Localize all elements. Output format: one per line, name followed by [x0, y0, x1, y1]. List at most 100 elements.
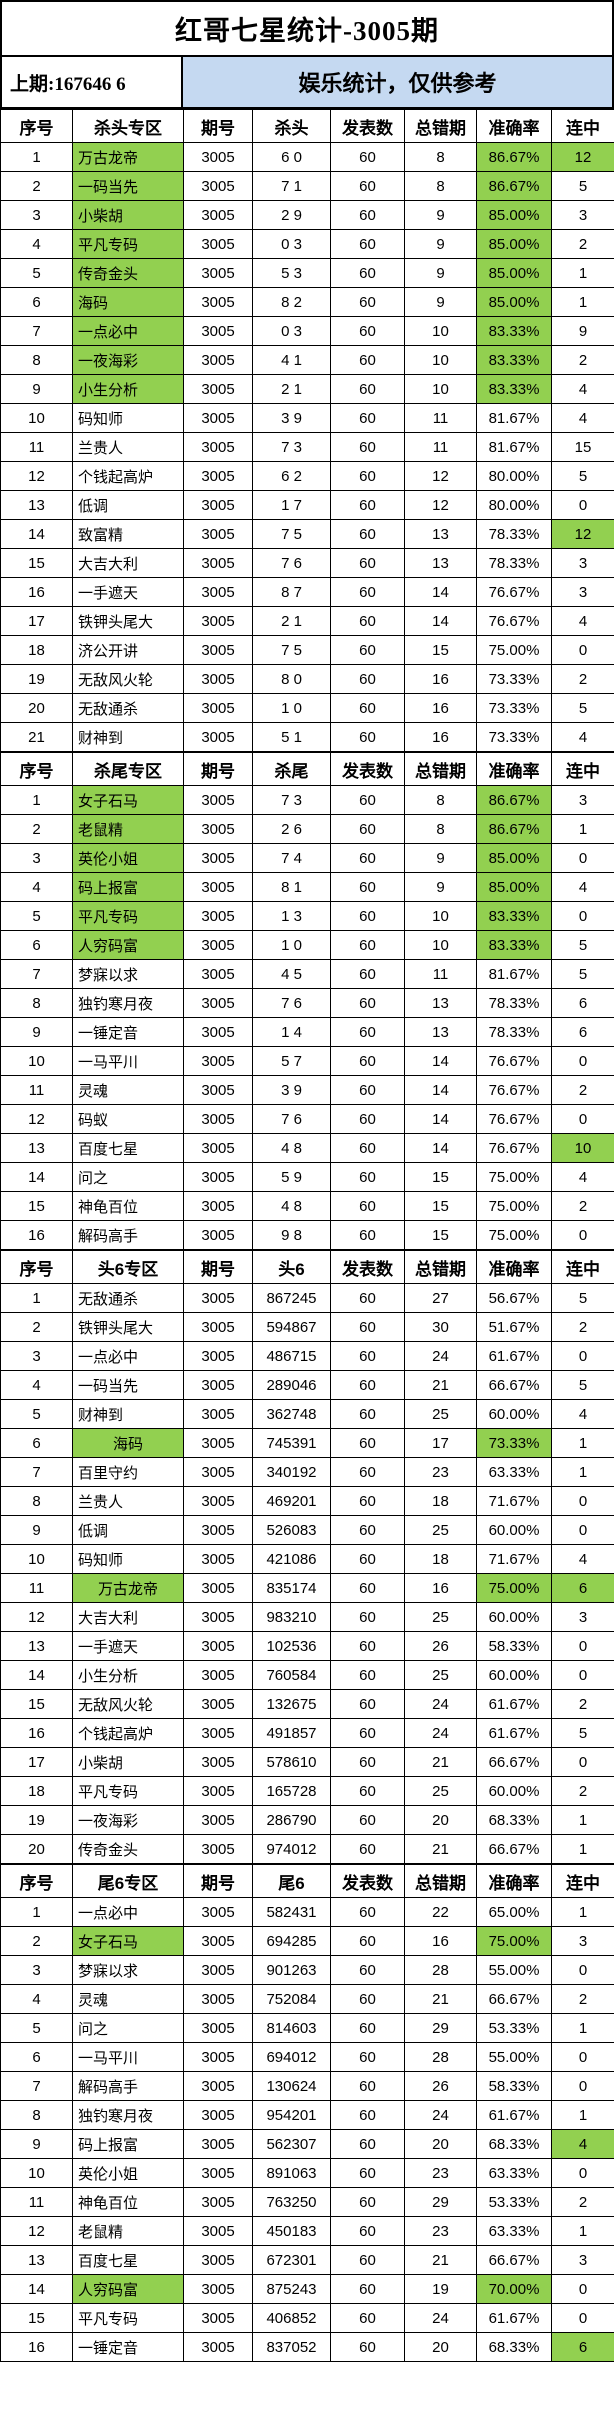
total-wrong-count: 24 [404, 1718, 477, 1748]
table-row: 15 无敌风火轮 3005 132675 60 24 61.67% 2 [0, 1689, 614, 1719]
streak-count: 4 [551, 1544, 614, 1574]
total-wrong-count: 28 [404, 1955, 477, 1985]
issue-number: 3005 [183, 1428, 253, 1458]
published-count: 60 [330, 490, 405, 520]
accuracy-rate: 53.33% [476, 2187, 552, 2217]
table-row: 11 兰贵人 3005 7 3 60 11 81.67% 15 [0, 432, 614, 462]
table-row: 10 英伦小姐 3005 891063 60 23 63.33% 0 [0, 2158, 614, 2188]
expert-name: 无敌风火轮 [72, 1689, 184, 1719]
prediction-value: 340192 [252, 1457, 331, 1487]
streak-count: 2 [551, 345, 614, 375]
table-row: 16 解码高手 3005 9 8 60 15 75.00% 0 [0, 1220, 614, 1250]
accuracy-rate: 81.67% [476, 403, 552, 433]
issue-number: 3005 [183, 258, 253, 288]
table-row: 11 灵魂 3005 3 9 60 14 76.67% 2 [0, 1075, 614, 1105]
column-header-5: 发表数 [330, 109, 405, 143]
accuracy-rate: 86.67% [476, 814, 552, 844]
row-number: 8 [0, 345, 73, 375]
streak-count: 5 [551, 930, 614, 960]
column-header-3: 期号 [183, 1864, 253, 1898]
expert-name: 人穷码富 [72, 2274, 184, 2304]
published-count: 60 [330, 2216, 405, 2246]
published-count: 60 [330, 461, 405, 491]
kill-head-table: 序号 杀头专区 期号 杀头 发表数 总错期 准确率 连中 1 万古龙帝 3005 6 0 60 8 86.… [0, 109, 614, 752]
table-row: 13 百度七星 3005 4 8 60 14 76.67% 10 [0, 1133, 614, 1163]
issue-number: 3005 [183, 1283, 253, 1313]
streak-count: 1 [551, 1897, 614, 1927]
accuracy-rate: 76.67% [476, 577, 552, 607]
table-row: 10 一马平川 3005 5 7 60 14 76.67% 0 [0, 1046, 614, 1076]
table-row: 10 码知师 3005 3 9 60 11 81.67% 4 [0, 403, 614, 433]
streak-count: 1 [551, 2100, 614, 2130]
published-count: 60 [330, 1220, 405, 1250]
table-row: 14 致富精 3005 7 5 60 13 78.33% 12 [0, 519, 614, 549]
published-count: 60 [330, 988, 405, 1018]
column-header-2: 杀头专区 [72, 109, 184, 143]
table-row: 7 百里守约 3005 340192 60 23 63.33% 1 [0, 1457, 614, 1487]
expert-name: 小生分析 [72, 374, 184, 404]
published-count: 60 [330, 1747, 405, 1777]
column-header-2: 头6专区 [72, 1250, 184, 1284]
expert-name: 解码高手 [72, 2071, 184, 2101]
accuracy-rate: 55.00% [476, 1955, 552, 1985]
total-wrong-count: 27 [404, 1283, 477, 1313]
streak-count: 3 [551, 1926, 614, 1956]
total-wrong-count: 21 [404, 2245, 477, 2275]
prediction-value: 8 1 [252, 872, 331, 902]
prediction-value: 450183 [252, 2216, 331, 2246]
issue-number: 3005 [183, 1075, 253, 1105]
issue-number: 3005 [183, 374, 253, 404]
issue-number: 3005 [183, 2013, 253, 2043]
total-wrong-count: 9 [404, 258, 477, 288]
column-header-4: 杀头 [252, 109, 331, 143]
issue-number: 3005 [183, 1573, 253, 1603]
prediction-value: 763250 [252, 2187, 331, 2217]
accuracy-rate: 76.67% [476, 606, 552, 636]
expert-name: 传奇金头 [72, 1834, 184, 1864]
prediction-value: 4 8 [252, 1191, 331, 1221]
published-count: 60 [330, 345, 405, 375]
row-number: 5 [0, 901, 73, 931]
prediction-value: 745391 [252, 1428, 331, 1458]
column-header-7: 准确率 [476, 1864, 552, 1898]
streak-count: 4 [551, 2129, 614, 2159]
accuracy-rate: 61.67% [476, 1718, 552, 1748]
published-count: 60 [330, 1631, 405, 1661]
row-number: 4 [0, 1370, 73, 1400]
table-row: 13 百度七星 3005 672301 60 21 66.67% 3 [0, 2245, 614, 2275]
expert-name: 一夜海彩 [72, 345, 184, 375]
total-wrong-count: 14 [404, 606, 477, 636]
expert-name: 码知师 [72, 403, 184, 433]
prediction-value: 752084 [252, 1984, 331, 2014]
prediction-value: 2 1 [252, 374, 331, 404]
issue-number: 3005 [183, 200, 253, 230]
expert-name: 梦寐以求 [72, 959, 184, 989]
prediction-value: 562307 [252, 2129, 331, 2159]
column-header-2: 杀尾专区 [72, 752, 184, 786]
table-row: 8 独钓寒月夜 3005 7 6 60 13 78.33% 6 [0, 988, 614, 1018]
issue-number: 3005 [183, 1370, 253, 1400]
streak-count: 0 [551, 1631, 614, 1661]
expert-name: 小柴胡 [72, 1747, 184, 1777]
accuracy-rate: 83.33% [476, 316, 552, 346]
expert-name: 神龟百位 [72, 1191, 184, 1221]
published-count: 60 [330, 1515, 405, 1545]
table-row: 5 财神到 3005 362748 60 25 60.00% 4 [0, 1399, 614, 1429]
streak-count: 1 [551, 1834, 614, 1864]
table-row: 4 一码当先 3005 289046 60 21 66.67% 5 [0, 1370, 614, 1400]
streak-count: 2 [551, 229, 614, 259]
accuracy-rate: 60.00% [476, 1776, 552, 1806]
table-row: 17 铁钾头尾大 3005 2 1 60 14 76.67% 4 [0, 606, 614, 636]
row-number: 4 [0, 229, 73, 259]
table-row: 12 大吉大利 3005 983210 60 25 60.00% 3 [0, 1602, 614, 1632]
row-number: 16 [0, 1220, 73, 1250]
prediction-value: 594867 [252, 1312, 331, 1342]
streak-count: 6 [551, 2332, 614, 2362]
expert-name: 济公开讲 [72, 635, 184, 665]
expert-name: 万古龙帝 [72, 1573, 184, 1603]
table-row: 14 小生分析 3005 760584 60 25 60.00% 0 [0, 1660, 614, 1690]
row-number: 20 [0, 1834, 73, 1864]
row-number: 14 [0, 1162, 73, 1192]
table-row: 12 老鼠精 3005 450183 60 23 63.33% 1 [0, 2216, 614, 2246]
prediction-value: 7 6 [252, 548, 331, 578]
